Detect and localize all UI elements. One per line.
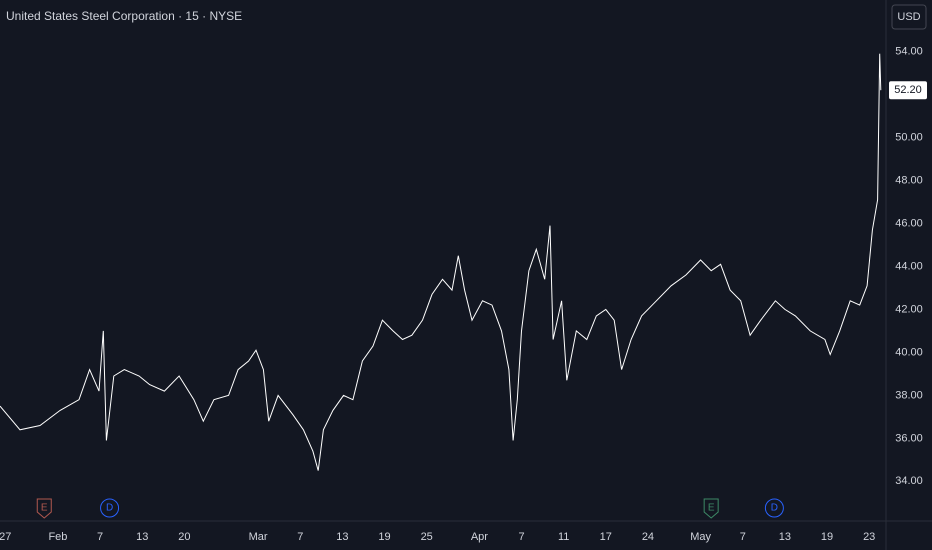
x-tick-label: 20 [178, 531, 190, 543]
event-label: D [771, 503, 778, 514]
x-tick-label: 7 [97, 531, 103, 543]
y-tick-label: 48.00 [895, 174, 923, 186]
x-tick-label: 24 [642, 531, 654, 543]
x-tick-label: 11 [558, 531, 569, 543]
x-tick-label: 17 [600, 531, 612, 543]
currency-button[interactable] [891, 4, 927, 30]
y-tick-label: 36.00 [895, 432, 923, 444]
y-tick-label: 44.00 [895, 260, 923, 272]
x-tick-label: 13 [336, 531, 348, 543]
y-tick-label: 50.00 [895, 131, 923, 143]
currency-label[interactable]: USD [897, 11, 920, 23]
x-tick-label: 27 [0, 531, 11, 543]
x-tick-label: 13 [779, 531, 791, 543]
x-tick-label: 23 [863, 531, 875, 543]
last-price-label: 52.20 [894, 84, 922, 96]
y-tick-label: 42.00 [895, 303, 923, 315]
earnings-marker [36, 498, 52, 519]
price-line [0, 53, 882, 471]
last-price-tag [889, 81, 927, 100]
dividend-marker [100, 498, 120, 518]
x-tick-label: 7 [297, 531, 303, 543]
event-label: D [106, 503, 113, 514]
x-tick-label: Feb [48, 531, 67, 543]
y-tick-label: 46.00 [895, 217, 923, 229]
x-tick-label: 7 [518, 531, 524, 543]
y-tick-label: 38.00 [895, 389, 923, 401]
x-tick-label: Apr [471, 531, 488, 543]
x-tick-label: 7 [740, 531, 746, 543]
x-tick-label: 19 [821, 531, 833, 543]
y-tick-label: 54.00 [895, 45, 923, 57]
x-tick-label: 19 [378, 531, 390, 543]
chart-title: United States Steel Corporation · 15 · N… [6, 9, 242, 23]
x-tick-label: 25 [421, 531, 433, 543]
x-tick-label: May [690, 531, 711, 543]
earnings-marker [703, 498, 719, 519]
x-tick-label: Mar [249, 531, 268, 543]
event-label: E [708, 503, 715, 514]
y-tick-label: 40.00 [895, 346, 923, 358]
dividend-marker [764, 498, 784, 518]
event-label: E [41, 503, 48, 514]
x-tick-label: 13 [136, 531, 148, 543]
y-tick-label: 34.00 [895, 475, 923, 487]
